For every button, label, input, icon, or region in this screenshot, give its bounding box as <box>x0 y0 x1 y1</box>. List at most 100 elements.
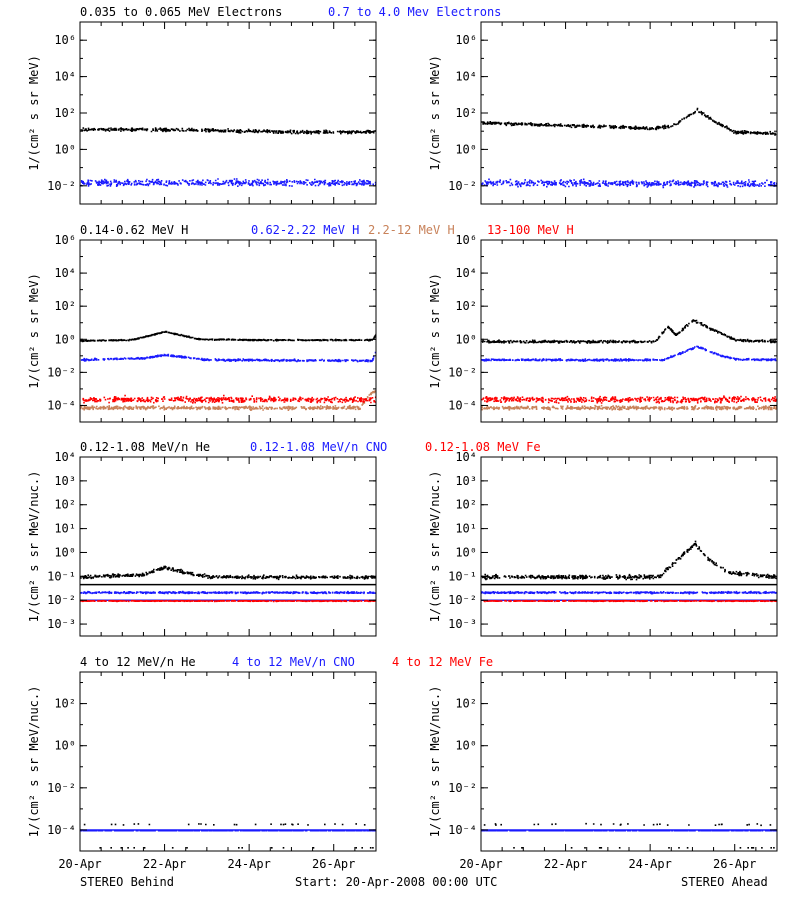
y-tick-label: 10⁻² <box>448 365 477 379</box>
series-scatter <box>80 590 376 595</box>
footer-left-label: STEREO Behind <box>80 875 174 889</box>
series-scatter <box>80 565 376 581</box>
series-points <box>80 127 376 135</box>
x-axis: 20-Apr 22-Apr 24-Apr 26-Apr <box>58 672 377 871</box>
data-points <box>481 319 777 411</box>
panel-frame <box>480 21 778 205</box>
y-axis-label: 1/(cm² s sr MeV/nuc.) <box>27 471 41 623</box>
y-tick-label: 10⁴ <box>54 266 76 280</box>
series-scatter <box>481 540 777 581</box>
y-tick-label: 10⁴ <box>54 450 76 464</box>
y-tick-label: 10⁰ <box>54 142 76 156</box>
data-points <box>481 540 777 603</box>
series-points <box>483 822 775 849</box>
panel-ahead-row-2: 10⁶ 10⁴ 10² 10⁰ 10⁻² 10⁻⁴ 1/(cm² s sr MeV) <box>428 233 778 423</box>
series-points <box>80 348 376 363</box>
y-tick-label: 10⁻⁴ <box>448 823 477 837</box>
legend-entry: 4 to 12 MeV Fe <box>392 655 493 669</box>
series-scatter <box>481 345 777 362</box>
legend-entry: 0.12-1.08 MeV Fe <box>425 440 541 454</box>
y-tick-label: 10⁻² <box>448 781 477 795</box>
y-tick-label: 10⁶ <box>455 33 477 47</box>
y-tick-label: 10⁴ <box>455 450 477 464</box>
legend-entry: 2.2-12 MeV H <box>368 223 455 237</box>
y-tick-label: 10² <box>455 697 477 711</box>
y-tick-label: 10⁻⁴ <box>448 398 477 412</box>
y-tick-label: 10⁰ <box>455 545 477 559</box>
y-axis-label: 1/(cm² s sr MeV) <box>428 55 442 171</box>
series-scatter <box>481 404 777 411</box>
legend-entry: 0.62-2.22 MeV H <box>251 223 359 237</box>
series-points <box>481 178 777 189</box>
y-axis: 10² 10⁰ 10⁻² 10⁻⁴ <box>448 682 777 852</box>
y-tick-label: 10⁰ <box>54 332 76 346</box>
data-points <box>80 127 376 187</box>
x-axis <box>480 457 778 636</box>
panel-frame <box>79 21 377 205</box>
legend-entry: 0.12-1.08 MeV/n CNO <box>250 440 387 454</box>
y-axis-label: 1/(cm² s sr MeV) <box>27 273 41 389</box>
series-points <box>481 829 777 832</box>
x-tick-label: 20-Apr <box>58 857 101 871</box>
panel-frame <box>480 239 778 423</box>
footer-right-label: STEREO Ahead <box>681 875 768 889</box>
y-tick-label: 10² <box>455 498 477 512</box>
y-tick-label: 10⁰ <box>54 739 76 753</box>
series-points <box>481 395 777 404</box>
series-points <box>80 599 376 603</box>
series-scatter <box>80 127 376 135</box>
series-points <box>481 107 777 136</box>
x-axis <box>480 22 778 204</box>
x-axis <box>480 240 778 422</box>
y-tick-label: 10¹ <box>54 522 76 536</box>
y-tick-label: 10⁶ <box>54 233 76 247</box>
panel-frame <box>79 239 377 423</box>
y-tick-label: 10⁰ <box>455 739 477 753</box>
y-axis: 10⁶ 10⁴ 10² 10⁰ 10⁻² 10⁻⁴ <box>448 233 777 423</box>
legend-entry: 0.14-0.62 MeV H <box>80 223 188 237</box>
series-scatter <box>481 319 777 344</box>
x-axis <box>79 240 377 422</box>
series-points <box>80 565 376 586</box>
data-points <box>80 330 376 411</box>
panel-behind-row-2: 10⁶ 10⁴ 10² 10⁰ 10⁻² 10⁻⁴ 1/(cm² s sr MeV) <box>27 233 377 423</box>
y-axis: 10² 10⁰ 10⁻² 10⁻⁴ <box>47 682 376 852</box>
x-tick-label: 26-Apr <box>713 857 756 871</box>
panel-ahead-row-4: 10² 10⁰ 10⁻² 10⁻⁴ 20-Apr 22-Apr 24-Apr 26-Apr 1/… <box>428 671 778 871</box>
y-tick-label: 10⁻⁴ <box>47 823 76 837</box>
panel-ahead-row-1: 10⁶ 10⁴ 10² 10⁰ 10⁻² 1/(cm² s sr MeV) <box>428 21 778 205</box>
x-tick-label: 22-Apr <box>544 857 587 871</box>
panel-frame <box>480 456 778 637</box>
x-tick-label: 26-Apr <box>312 857 355 871</box>
x-tick-label: 22-Apr <box>143 857 186 871</box>
y-tick-label: 10⁻³ <box>47 617 76 631</box>
series-scatter <box>481 829 777 832</box>
legend-entry: 0.12-1.08 MeV/n He <box>80 440 210 454</box>
plot-rows: 0.035 to 0.065 MeV Electrons 0.7 to 4.0 M… <box>27 5 778 871</box>
panel-behind-row-3: 10⁴ 10³ 10² 10¹ 10⁰ 10⁻¹ 10⁻² 10⁻³ 1/(cm² s sr M… <box>27 450 377 637</box>
series-points <box>80 829 376 832</box>
chart-row-3: 0.12-1.08 MeV/n He 0.12-1.08 MeV/n CNO 0.1… <box>27 440 778 637</box>
y-tick-label: 10⁶ <box>54 33 76 47</box>
panel-frame <box>480 671 778 852</box>
y-tick-label: 10² <box>455 299 477 313</box>
y-axis: 10⁶ 10⁴ 10² 10⁰ 10⁻² 10⁻⁴ <box>47 233 376 423</box>
y-tick-label: 10⁴ <box>455 70 477 84</box>
y-tick-label: 10² <box>54 498 76 512</box>
legend-entry: 4 to 12 MeV/n CNO <box>232 655 355 669</box>
data-points <box>481 107 777 189</box>
y-tick-label: 10⁰ <box>455 332 477 346</box>
panel-behind-row-4: 10² 10⁰ 10⁻² 10⁻⁴ 20-Apr 22-Apr 24-Apr 26-Apr 1/… <box>27 671 377 871</box>
series-scatter <box>483 599 777 603</box>
y-axis: 10⁴ 10³ 10² 10¹ 10⁰ 10⁻¹ 10⁻² 10⁻³ <box>448 450 777 631</box>
y-tick-label: 10⁴ <box>54 70 76 84</box>
series-scatter <box>80 348 376 363</box>
series-scatter <box>80 389 376 411</box>
y-axis: 10⁶ 10⁴ 10² 10⁰ 10⁻² <box>448 21 777 205</box>
y-tick-label: 10⁻² <box>448 179 477 193</box>
x-tick-label: 24-Apr <box>628 857 671 871</box>
panel-frame <box>79 456 377 637</box>
panel-ahead-row-3: 10⁴ 10³ 10² 10¹ 10⁰ 10⁻¹ 10⁻² 10⁻³ 1/(cm² s sr M… <box>428 450 778 637</box>
